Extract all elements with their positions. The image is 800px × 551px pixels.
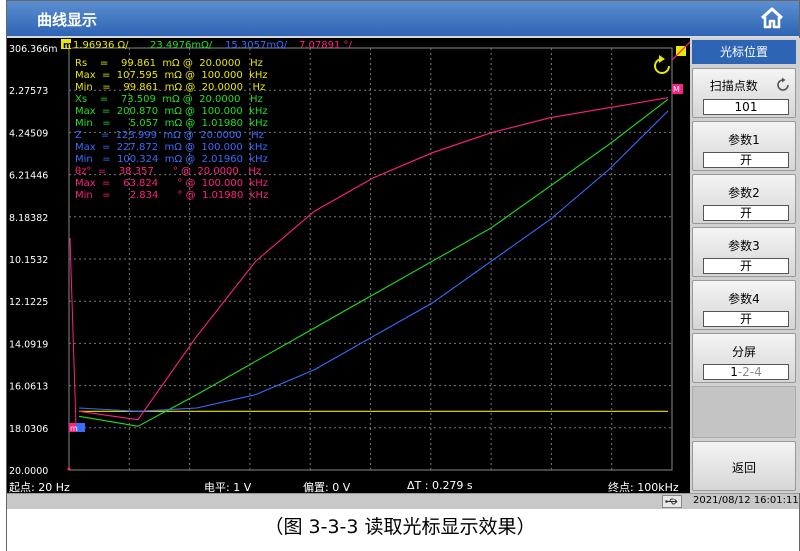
param2-button[interactable]: 参数2 开 (692, 174, 796, 224)
system-bar: 2021/08/12 16:01:11 (7, 493, 799, 509)
marker-badge-header-label: m (63, 41, 72, 51)
param4-value: 开 (703, 311, 789, 327)
param1-value: 开 (703, 152, 789, 168)
split-screen-value: 1-2-4 (703, 364, 789, 380)
y-axis-label: 16.0613 (9, 382, 48, 393)
split-rest-value: -2-4 (738, 365, 762, 379)
param1-label: 参数1 (693, 131, 795, 148)
y-axis-label: 12.1225 (9, 297, 48, 308)
scan-points-label: 扫描点数 (693, 77, 775, 94)
y-axis-label: 2.27573 (9, 86, 48, 97)
curve-plot[interactable]: 306.366m 2.27573 4.24509 6.21446 8.18382 10.1… (7, 38, 690, 478)
param2-label: 参数2 (693, 184, 795, 201)
header-readout-value: 15.3057mΩ/ (225, 40, 288, 51)
home-icon[interactable] (759, 6, 785, 30)
instrument-screen: 曲线显示 306.366m 2.27573 4.24509 6.21446 8.1838… (6, 0, 800, 509)
y-axis-label: 18.0306 (9, 424, 48, 435)
readout-row: Xs = 73.509 mΩ @ 20.0000 Hz (75, 94, 263, 105)
header-readout-value: 1.96936 Ω/ (73, 40, 129, 51)
datetime-readout: 2021/08/12 16:01:11 (693, 495, 799, 506)
y-axis-label: 306.366m (9, 44, 58, 55)
figure-caption: （图 3-3-3 读取光标显示效果） (0, 512, 800, 539)
readout-row: Max = 63.824 ° @ 100.000 kHz (75, 178, 268, 189)
param3-label: 参数3 (693, 237, 795, 254)
y-axis-label: 20.0000 (9, 466, 48, 477)
cursor-rotate-arrow (659, 55, 665, 63)
empty-softkey-slot (692, 386, 796, 438)
param4-label: 参数4 (693, 290, 795, 307)
split-active-value: 1 (730, 365, 738, 379)
readout-row: Rs = 99.861 mΩ @ 20.0000 Hz (75, 58, 263, 69)
param1-button[interactable]: 参数1 开 (692, 121, 796, 171)
readout-row: Max = 227.872 mΩ @ 100.000 kHz (75, 142, 268, 153)
delta-time-readout: ΔT : 0.279 s (407, 479, 473, 492)
sweep-status-bar: 起点: 20 Hz 电平: 1 V 偏置: 0 V ΔT : 0.279 s 终… (7, 478, 690, 493)
curve-chart: 306.366m 2.27573 4.24509 6.21446 8.18382 10.1… (7, 38, 690, 478)
softkey-panel: 光标位置 扫描点数 101 参数1 开 参数2 开 参数3 开 参数4 开 分屏 (690, 38, 800, 493)
title-bar: 曲线显示 (7, 1, 799, 36)
scan-points-value: 101 (703, 99, 789, 115)
y-axis-label: 6.21446 (9, 171, 48, 182)
split-screen-label: 分屏 (693, 343, 795, 360)
readout-row: θz° = 38.357 ° @ 20.0000 Hz (75, 166, 261, 177)
readout-row: Min = 100.324 mΩ @ 2.01960 kHz (75, 154, 268, 165)
param2-value: 开 (703, 205, 789, 221)
series-line-exit (672, 42, 690, 60)
param3-button[interactable]: 参数3 开 (692, 227, 796, 277)
readout-row: Max = 200.870 mΩ @ 100.000 kHz (75, 106, 268, 117)
split-screen-button[interactable]: 分屏 1-2-4 (692, 333, 796, 383)
y-axis-label: 8.18382 (9, 213, 48, 224)
readout-row: Min = 99.861 mΩ @ 20.0000 Hz (75, 82, 265, 93)
back-button[interactable]: 返回 (692, 441, 796, 491)
right-marker-label: M (673, 85, 680, 94)
y-axis-label: 14.0919 (9, 339, 48, 350)
readout-row: Max = 107.595 mΩ @ 100.000 kHz (75, 70, 268, 81)
y-axis-label: 10.1532 (9, 255, 48, 266)
cursor-rotate-icon (655, 59, 669, 73)
y-axis-label: 4.24509 (9, 128, 48, 139)
left-marker-label: m (70, 424, 78, 433)
param4-button[interactable]: 参数4 开 (692, 280, 796, 330)
refresh-icon (775, 77, 791, 93)
x-axis-start-tick (67, 466, 71, 470)
usb-icon (662, 495, 682, 508)
readout-row: Min = 5.057 mΩ @ 1.01980 kHz (75, 118, 268, 129)
back-label: 返回 (693, 459, 795, 476)
readout-row: Min = 2.834 ° @ 1.01980 kHz (75, 190, 268, 201)
series-line-spike (70, 238, 76, 426)
window-title: 曲线显示 (37, 9, 97, 30)
readout-row: Z = 123.999 mΩ @ 20.0000 Hz (75, 130, 264, 141)
header-readout-value: 23.4976mΩ/ (150, 40, 213, 51)
header-readout-value: 7.07891 °/ (299, 40, 353, 51)
softkey-header-cursor-position: 光标位置 (692, 40, 796, 64)
param3-value: 开 (703, 258, 789, 274)
scan-points-button[interactable]: 扫描点数 101 (692, 68, 796, 118)
